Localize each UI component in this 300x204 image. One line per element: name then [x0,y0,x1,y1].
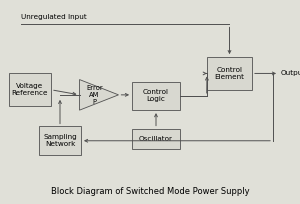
Text: Control
Logic: Control Logic [143,89,169,102]
Text: Sampling
Network: Sampling Network [43,134,77,147]
Text: Output: Output [280,70,300,76]
Text: Voltage
Reference: Voltage Reference [12,83,48,96]
Text: Error
AM
P: Error AM P [86,85,103,105]
FancyBboxPatch shape [39,126,81,155]
Text: Block Diagram of Switched Mode Power Supply: Block Diagram of Switched Mode Power Sup… [51,187,249,196]
Polygon shape [80,80,118,110]
FancyBboxPatch shape [132,129,180,149]
Text: Oscillator: Oscillator [139,136,173,142]
Text: Control
Element: Control Element [214,67,244,80]
FancyBboxPatch shape [9,73,51,106]
FancyBboxPatch shape [132,82,180,110]
Text: Unregulated Input: Unregulated Input [21,14,87,20]
FancyBboxPatch shape [207,57,252,90]
